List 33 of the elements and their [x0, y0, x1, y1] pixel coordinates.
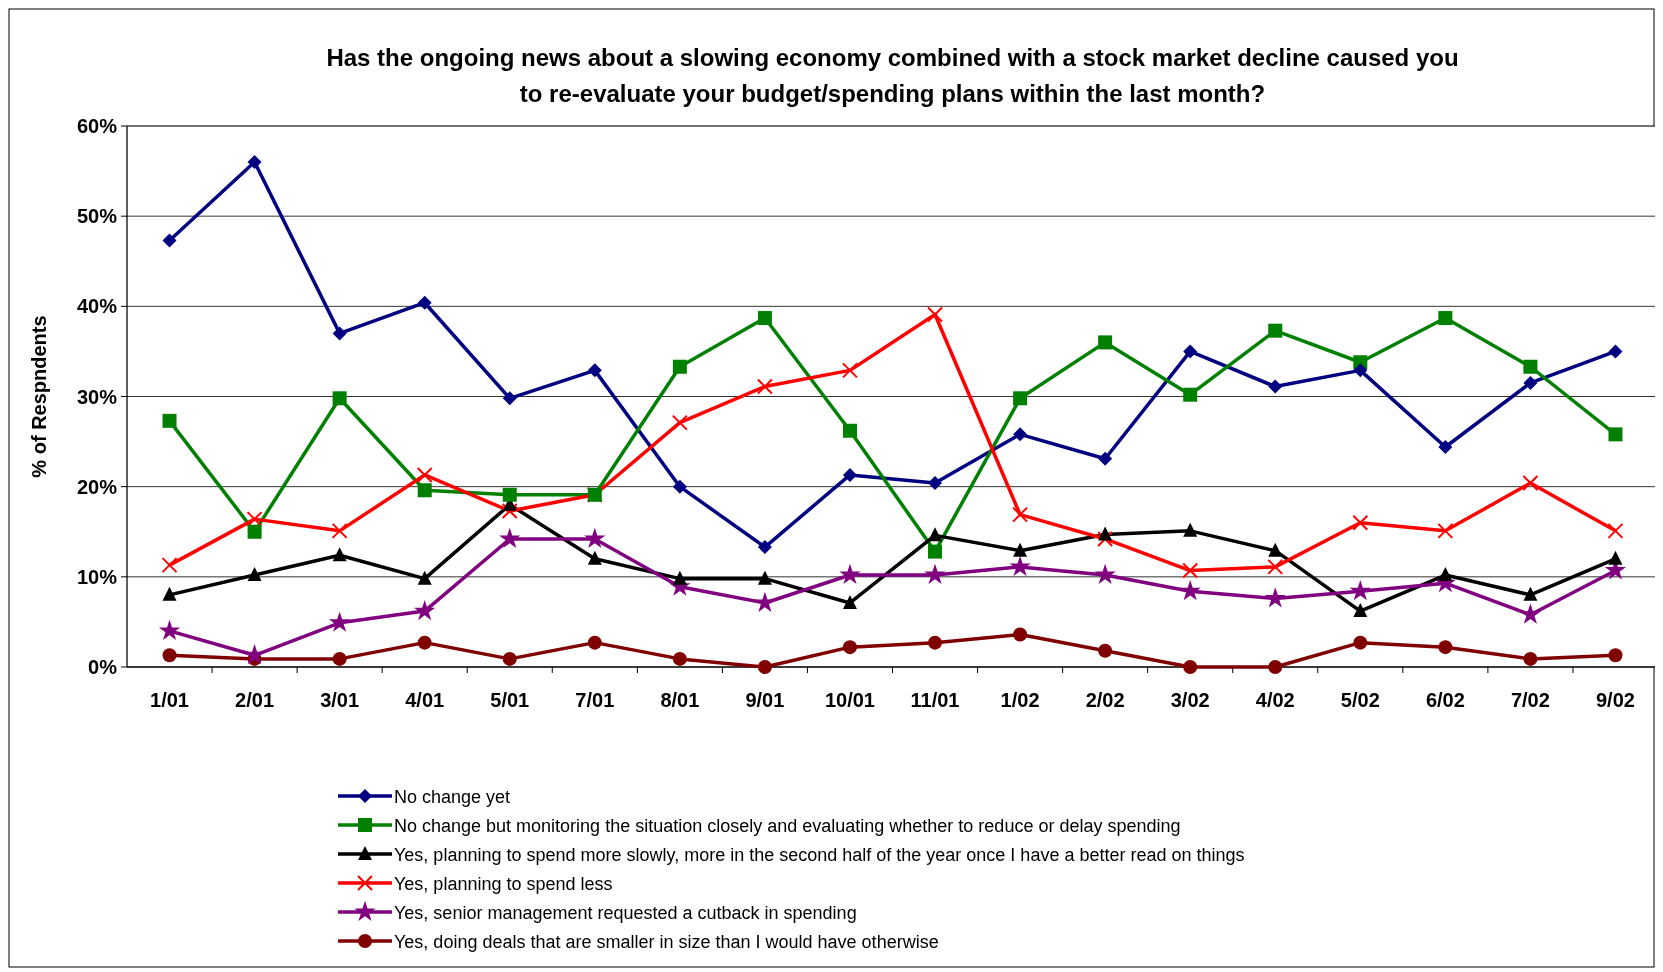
legend-label: Yes, planning to spend more slowly, more in the second half of the year once I have a better read on things: [394, 845, 1245, 865]
x-tick-label: 5/02: [1340, 689, 1380, 711]
y-tick-label: 60%: [76, 115, 118, 137]
y-tick-label: 20%: [76, 475, 118, 498]
x-tick-label: 7/01: [575, 689, 615, 711]
legend-label: No change but monitoring the situation closely and evaluating whether to reduce or delay spending: [394, 816, 1181, 836]
legend-label: Yes, doing deals that are smaller in size than I would have otherwise: [394, 932, 939, 952]
y-tick-label: 10%: [76, 565, 118, 588]
chart-title: Has the ongoing news about a slowing economy combined with a stock market decline caused you to re-evaluate your budget/spending plans within the last month?: [326, 44, 1459, 107]
y-tick-label: 40%: [76, 295, 118, 318]
x-tick-label: 4/02: [1255, 689, 1295, 711]
x-tick-label: 11/01: [910, 689, 960, 711]
y-tick-label: 50%: [76, 205, 118, 228]
legend-label: No change yet: [394, 787, 511, 807]
x-tick-label: 8/01: [660, 689, 700, 711]
y-tick-label: 30%: [76, 385, 118, 408]
x-tick-label: 9/02: [1596, 689, 1635, 711]
y-tick-label: 0%: [88, 656, 118, 678]
x-tick-label: 3/01: [320, 689, 360, 711]
x-tick-label: 6/02: [1425, 689, 1465, 711]
x-tick-label: 1/01: [150, 689, 189, 711]
x-tick-label: 2/01: [235, 689, 275, 711]
x-tick-label: 10/01: [824, 689, 875, 711]
x-tick-label: 5/01: [490, 689, 530, 711]
y-axis-title: % of Respndents: [28, 315, 50, 478]
legend-label: Yes, planning to spend less: [394, 874, 613, 894]
x-tick-label: 4/01: [405, 689, 445, 711]
legend-label: Yes, senior management requested a cutback in spending: [394, 903, 857, 923]
x-tick-label: 9/01: [745, 689, 785, 711]
x-tick-label: 3/02: [1170, 689, 1210, 711]
x-tick-label: 1/02: [1000, 689, 1040, 711]
x-tick-label: 7/02: [1510, 689, 1550, 711]
x-tick-label: 2/02: [1085, 689, 1125, 711]
